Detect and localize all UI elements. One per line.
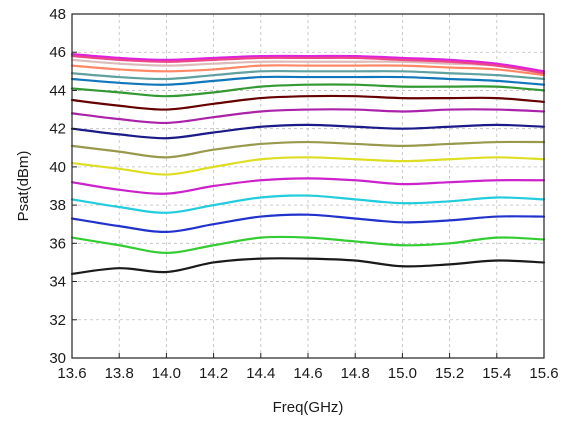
x-tick-label: 15.0	[388, 365, 417, 382]
series-line-2	[70, 235, 546, 254]
series-line-4	[70, 194, 546, 214]
x-tick-label: 13.6	[57, 365, 86, 382]
y-tick-labels: 30 32 34 36 38 40 42 44 46 48	[49, 6, 66, 367]
y-tick-label: 36	[49, 235, 66, 252]
x-tick-label: 14.4	[246, 365, 275, 382]
x-tick-label: 15.4	[482, 365, 511, 382]
y-tick-label: 40	[49, 159, 66, 176]
series-line-13	[70, 69, 546, 81]
series-line-5	[70, 177, 546, 195]
series-line-3	[70, 213, 546, 233]
y-tick-label: 38	[49, 197, 66, 214]
grid	[72, 14, 544, 358]
x-tick-label: 14.8	[341, 365, 370, 382]
series-line-17	[70, 54, 546, 75]
y-tick-label: 42	[49, 121, 66, 138]
series-group	[70, 53, 546, 276]
series-line-10	[70, 94, 546, 111]
series-line-9	[70, 108, 546, 125]
x-tick-labels: 13.6 13.8 14.0 14.2 14.4 14.6 14.8 15.0 15.2 15.4…	[57, 365, 558, 382]
y-tick-label: 30	[49, 350, 66, 367]
x-tick-label: 15.2	[435, 365, 464, 382]
ticks	[71, 13, 545, 359]
y-tick-label: 44	[49, 82, 66, 99]
series-line-8	[70, 123, 546, 140]
y-tick-label: 48	[49, 6, 66, 23]
series-line-7	[70, 140, 546, 159]
y-tick-label: 34	[49, 274, 66, 291]
y-tick-label: 46	[49, 44, 66, 61]
series-line-15	[70, 58, 546, 73]
y-axis-title: Psat(dBm)	[15, 151, 32, 222]
series-line-6	[70, 156, 546, 176]
series-line-14	[70, 64, 546, 77]
y-tick-label: 32	[49, 312, 66, 329]
x-axis-title: Freq(GHz)	[273, 399, 344, 416]
x-tick-label: 14.0	[152, 365, 181, 382]
x-tick-label: 13.8	[105, 365, 134, 382]
x-tick-label: 14.6	[293, 365, 322, 382]
series-line-1	[70, 257, 546, 276]
x-tick-label: 14.2	[199, 365, 228, 382]
series-line-11	[70, 83, 546, 98]
series-line-12	[70, 75, 546, 86]
series-line-16	[70, 53, 546, 73]
x-tick-label: 15.6	[529, 365, 558, 382]
